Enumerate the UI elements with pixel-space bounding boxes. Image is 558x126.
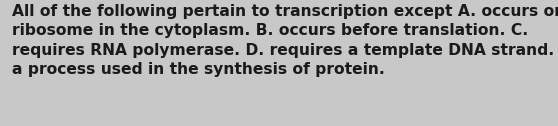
Text: All of the following pertain to transcription except A. occurs on a
ribosome in : All of the following pertain to transcri… bbox=[12, 4, 558, 77]
